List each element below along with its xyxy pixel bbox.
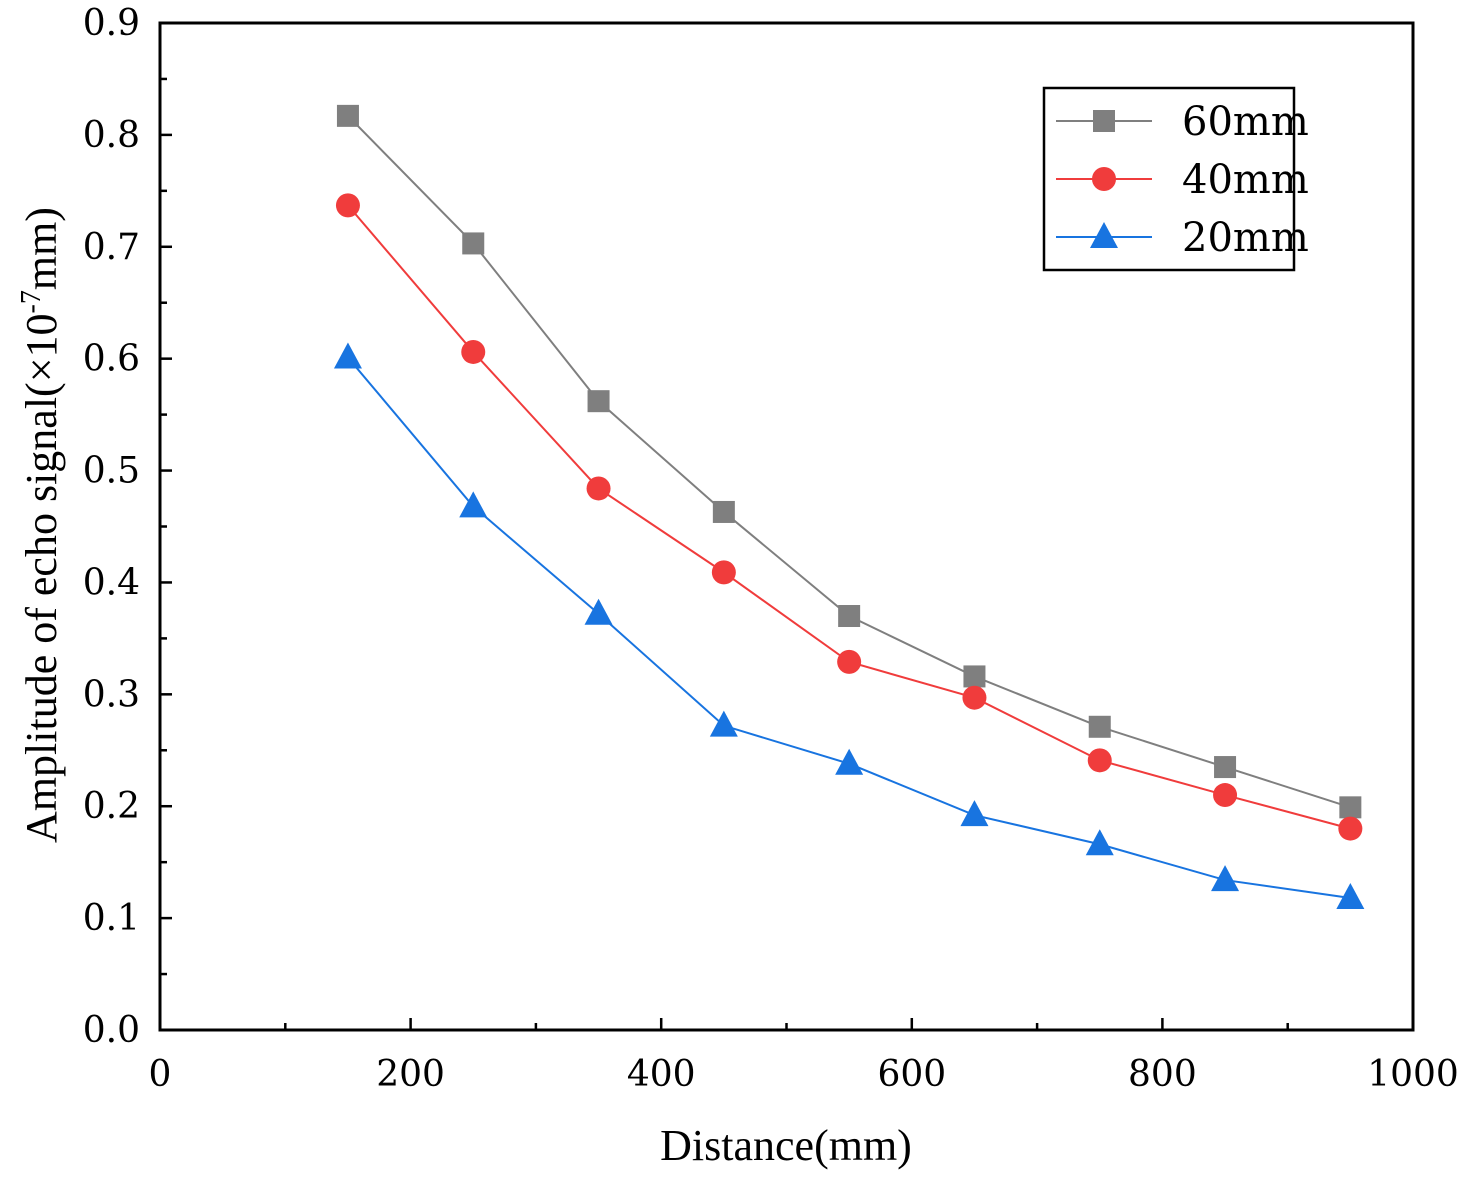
y-tick-label: 0.5 <box>83 451 140 492</box>
data-point <box>584 598 613 625</box>
series-20mm <box>333 342 1365 909</box>
data-point <box>587 390 610 413</box>
legend-marker <box>1092 167 1116 191</box>
data-point <box>712 500 735 523</box>
data-point <box>459 491 488 518</box>
legend-label: 60mm <box>1182 99 1309 145</box>
data-point <box>1211 865 1240 892</box>
data-point <box>462 232 485 255</box>
y-axis-title-suffix: mm) <box>17 207 66 290</box>
x-tick-label: 400 <box>627 1054 696 1095</box>
series-40mm <box>335 193 1363 841</box>
legend-items: 60mm 40mm 20mm <box>1056 99 1309 261</box>
data-point <box>837 649 862 674</box>
y-axis-title-superscript: -7 <box>16 290 47 313</box>
legend-marker <box>1093 110 1115 132</box>
x-axis-ticks: 0 200 400 600 800 1000 <box>149 1018 1459 1095</box>
series-line <box>347 356 1351 899</box>
x-tick-label: 600 <box>877 1054 946 1095</box>
x-tick-label: 1000 <box>1367 1054 1459 1095</box>
y-tick-label: 0.4 <box>83 562 140 603</box>
series-layer <box>333 104 1365 909</box>
y-tick-label: 0.7 <box>83 227 140 268</box>
data-point <box>962 685 987 710</box>
x-axis-title: Distance(mm) <box>660 1121 912 1170</box>
y-tick-label: 0.8 <box>83 115 140 156</box>
legend-label: 20mm <box>1182 215 1309 261</box>
data-point <box>838 605 861 628</box>
series-line <box>347 204 1351 830</box>
legend-label: 40mm <box>1182 157 1309 203</box>
y-tick-label: 0.9 <box>83 3 140 44</box>
data-point <box>586 476 611 501</box>
y-tick-label: 0.3 <box>83 674 140 715</box>
data-point <box>835 748 864 775</box>
data-point <box>709 710 738 737</box>
data-point <box>711 560 736 585</box>
data-point <box>1085 829 1114 856</box>
data-point <box>335 193 360 218</box>
data-point <box>1214 756 1237 779</box>
y-axis-ticks: 0.0 0.1 0.2 0.3 0.4 0.5 0.6 0.7 0.8 0.9 <box>83 3 172 1051</box>
data-point <box>963 665 986 688</box>
y-tick-label: 0.2 <box>83 786 140 827</box>
y-tick-label: 0.6 <box>83 339 140 380</box>
data-point <box>1087 748 1112 773</box>
data-point <box>960 800 989 827</box>
y-tick-label: 0.1 <box>83 898 140 939</box>
data-point <box>1213 783 1238 808</box>
series-60mm <box>336 104 1362 819</box>
y-axis-title-prefix: Amplitude of echo signal(×10 <box>17 313 66 842</box>
data-point <box>1088 715 1111 738</box>
legend-marker <box>1090 222 1118 248</box>
x-tick-label: 200 <box>376 1054 445 1095</box>
y-tick-label: 0.0 <box>83 1010 140 1051</box>
data-point <box>336 104 359 127</box>
x-tick-label: 800 <box>1128 1054 1197 1095</box>
data-point <box>1338 816 1363 841</box>
data-point <box>1339 796 1362 819</box>
data-point <box>461 339 486 364</box>
y-axis-title: Amplitude of echo signal(×10-7mm) <box>16 207 66 843</box>
data-point <box>333 342 362 369</box>
legend: 60mm 40mm 20mm <box>1042 86 1309 272</box>
data-point <box>1336 882 1365 909</box>
x-tick-label: 0 <box>149 1054 172 1095</box>
